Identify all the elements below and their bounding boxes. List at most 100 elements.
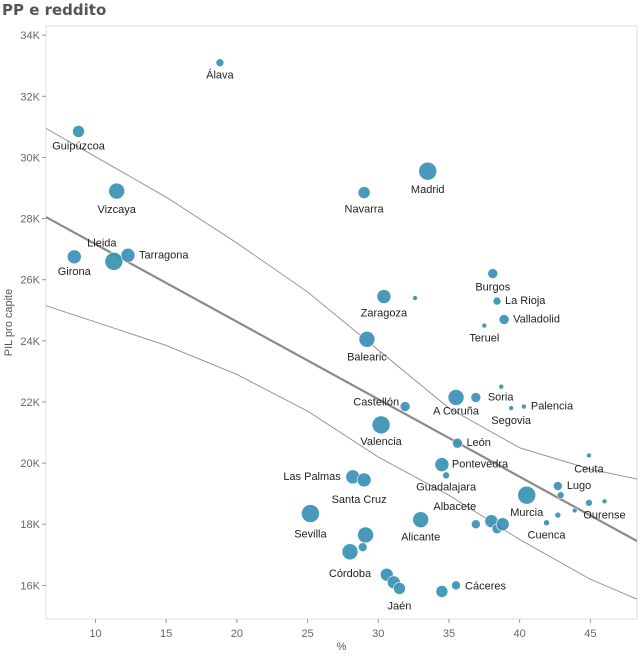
- data-point: [481, 322, 488, 329]
- point-label: Lugo: [567, 480, 591, 492]
- plot-frame: [45, 25, 638, 620]
- data-point: [358, 331, 376, 348]
- point-label: Balearic: [347, 351, 387, 363]
- point-label: Murcia: [510, 507, 544, 519]
- y-tick-label: 18K: [20, 519, 40, 531]
- data-point: [471, 519, 481, 530]
- data-point: [357, 526, 374, 544]
- data-point: [376, 289, 392, 304]
- data-point: [447, 389, 465, 406]
- data-point: [601, 498, 608, 505]
- y-tick-label: 34K: [20, 30, 40, 42]
- data-point: [571, 507, 578, 514]
- point-label: A Coruña: [433, 405, 480, 417]
- point-label: Ceuta: [574, 463, 604, 475]
- trend-line-group: [46, 216, 637, 543]
- data-point: [356, 472, 372, 488]
- data-point: [451, 580, 461, 591]
- point-label: Teruel: [469, 333, 499, 345]
- data-point: [586, 452, 592, 459]
- data-point: [435, 585, 449, 598]
- data-point: [418, 161, 438, 181]
- data-point: [72, 125, 85, 138]
- chart-title: PP e reddito: [2, 1, 107, 19]
- data-point: [487, 268, 499, 279]
- confidence-band-upper: [46, 128, 637, 480]
- data-point: [492, 296, 502, 306]
- point-label: Pontevedra: [452, 459, 509, 471]
- point-label: Córdoba: [329, 568, 372, 580]
- y-tick-label: 22K: [20, 397, 40, 409]
- data-point: [108, 182, 125, 200]
- point-label: Palencia: [531, 401, 574, 413]
- point-label: Valladolid: [513, 313, 560, 325]
- point-label: Lleida: [87, 237, 117, 249]
- y-tick-label: 30K: [20, 152, 40, 164]
- point-label: Castellón: [353, 397, 399, 409]
- point-label: Burgos: [475, 282, 510, 294]
- data-point: [498, 383, 505, 390]
- y-tick-label: 16K: [20, 580, 40, 592]
- data-point: [543, 519, 550, 527]
- data-point: [412, 295, 418, 301]
- data-point: [357, 542, 368, 552]
- point-label: León: [466, 437, 490, 449]
- data-point: [301, 504, 320, 523]
- data-point: [442, 471, 450, 480]
- point-label: Ourense: [583, 509, 625, 521]
- axes: 16K 18K 20K 22K 24K 26K 28K 30K 32K 34K 10 15 20 25 30…: [3, 25, 638, 653]
- point-label: La Rioja: [505, 295, 546, 307]
- point-label: Sevilla: [294, 529, 327, 541]
- trend-line: [46, 216, 637, 543]
- x-tick-label: 35: [443, 628, 455, 640]
- x-tick-label: 30: [372, 628, 384, 640]
- point-label: Zaragoza: [361, 308, 408, 320]
- data-point: [104, 252, 124, 271]
- data-point: [452, 437, 463, 449]
- y-tick-label: 26K: [20, 275, 40, 287]
- x-tick-label: 45: [584, 628, 596, 640]
- point-label: Navarra: [345, 204, 385, 216]
- point-label: Guadalajara: [416, 481, 477, 493]
- x-tick-label: 10: [89, 628, 101, 640]
- point-label: Valencia: [360, 436, 402, 448]
- data-point: [215, 58, 225, 67]
- point-label: Madrid: [411, 184, 445, 196]
- data-point: [393, 582, 406, 595]
- data-point: [434, 457, 450, 472]
- data-point: [508, 405, 514, 411]
- x-axis-title: %: [337, 641, 347, 653]
- data-point: [517, 485, 537, 505]
- point-labels: Álava Guipúzcoa Vizcaya Navarra Madrid Girona…: [52, 69, 625, 613]
- data-point: [498, 314, 510, 325]
- confidence-bands: [46, 128, 637, 600]
- point-label: Cáceres: [465, 580, 506, 592]
- data-point: [371, 415, 391, 435]
- data-point: [553, 481, 563, 491]
- point-label: Las Palmas: [283, 471, 341, 483]
- y-tick-label: 32K: [20, 91, 40, 103]
- y-tick-label: 24K: [20, 336, 40, 348]
- data-point: [470, 392, 482, 403]
- x-tick-label: 40: [514, 628, 526, 640]
- point-label: Cuenca: [528, 530, 567, 542]
- point-label: Segovia: [491, 415, 532, 427]
- confidence-band-lower: [46, 305, 637, 600]
- point-label: Soria: [488, 391, 515, 403]
- data-point: [495, 517, 510, 532]
- point-label: Santa Cruz: [332, 494, 387, 506]
- data-point: [399, 401, 411, 412]
- point-label: Vizcaya: [98, 204, 137, 216]
- data-point: [521, 403, 527, 410]
- point-label: Girona: [58, 266, 92, 278]
- data-point: [554, 511, 562, 519]
- point-label: Albacete: [433, 501, 476, 513]
- point-label: Álava: [206, 69, 234, 82]
- data-point: [66, 249, 82, 265]
- x-tick-label: 15: [160, 628, 172, 640]
- data-points: [66, 58, 608, 598]
- data-point: [412, 511, 429, 528]
- x-tick-label: 25: [301, 628, 313, 640]
- point-label: Guipúzcoa: [52, 140, 105, 152]
